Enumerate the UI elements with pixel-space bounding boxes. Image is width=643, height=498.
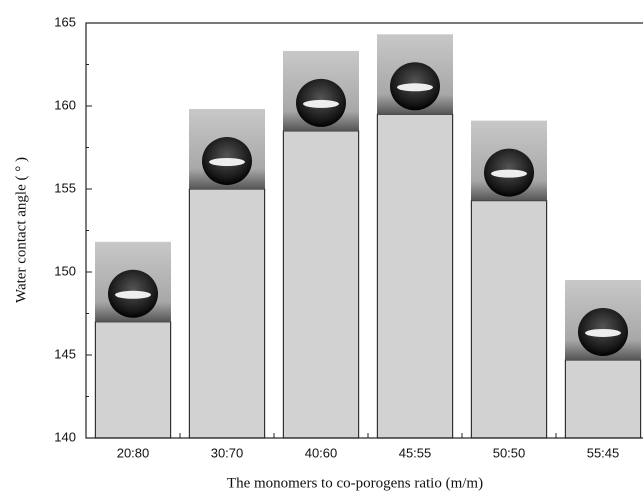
bar <box>189 189 264 438</box>
y-tick-label: 145 <box>54 346 76 361</box>
droplet-highlight <box>303 100 339 108</box>
y-tick-label: 165 <box>54 14 76 29</box>
droplet-highlight <box>115 291 151 299</box>
droplet-photo <box>283 51 359 131</box>
bar <box>565 360 640 438</box>
droplet-photo <box>377 34 453 114</box>
droplet-photo <box>189 109 265 189</box>
chart: The monomers to co-porogens ratio (m/m) … <box>0 0 643 498</box>
bar <box>471 201 546 438</box>
droplet-photo <box>471 121 547 201</box>
y-tick-label: 140 <box>54 429 76 444</box>
x-tick-label: 50:50 <box>493 445 526 460</box>
droplet-photo <box>95 242 171 322</box>
x-tick-label: 30:70 <box>211 445 244 460</box>
x-axis-label: The monomers to co-porogens ratio (m/m) <box>227 475 483 491</box>
page: The monomers to co-porogens ratio (m/m) … <box>0 0 643 498</box>
droplet-highlight <box>491 170 527 178</box>
droplet-photo <box>565 280 641 360</box>
x-tick-label: 20:80 <box>117 445 150 460</box>
bar <box>95 322 170 438</box>
bar <box>377 114 452 438</box>
y-tick-label: 160 <box>54 97 76 112</box>
y-tick-label: 155 <box>54 180 76 195</box>
droplet-highlight <box>397 83 433 91</box>
y-axis-label: Water contact angle ( ° ) <box>13 157 29 303</box>
bar <box>283 131 358 438</box>
droplet-highlight <box>585 329 621 337</box>
x-tick-label: 45:55 <box>399 445 432 460</box>
x-tick-label: 40:60 <box>305 445 338 460</box>
droplet-highlight <box>209 158 245 166</box>
x-tick-label: 55:45 <box>587 445 620 460</box>
y-tick-label: 150 <box>54 263 76 278</box>
